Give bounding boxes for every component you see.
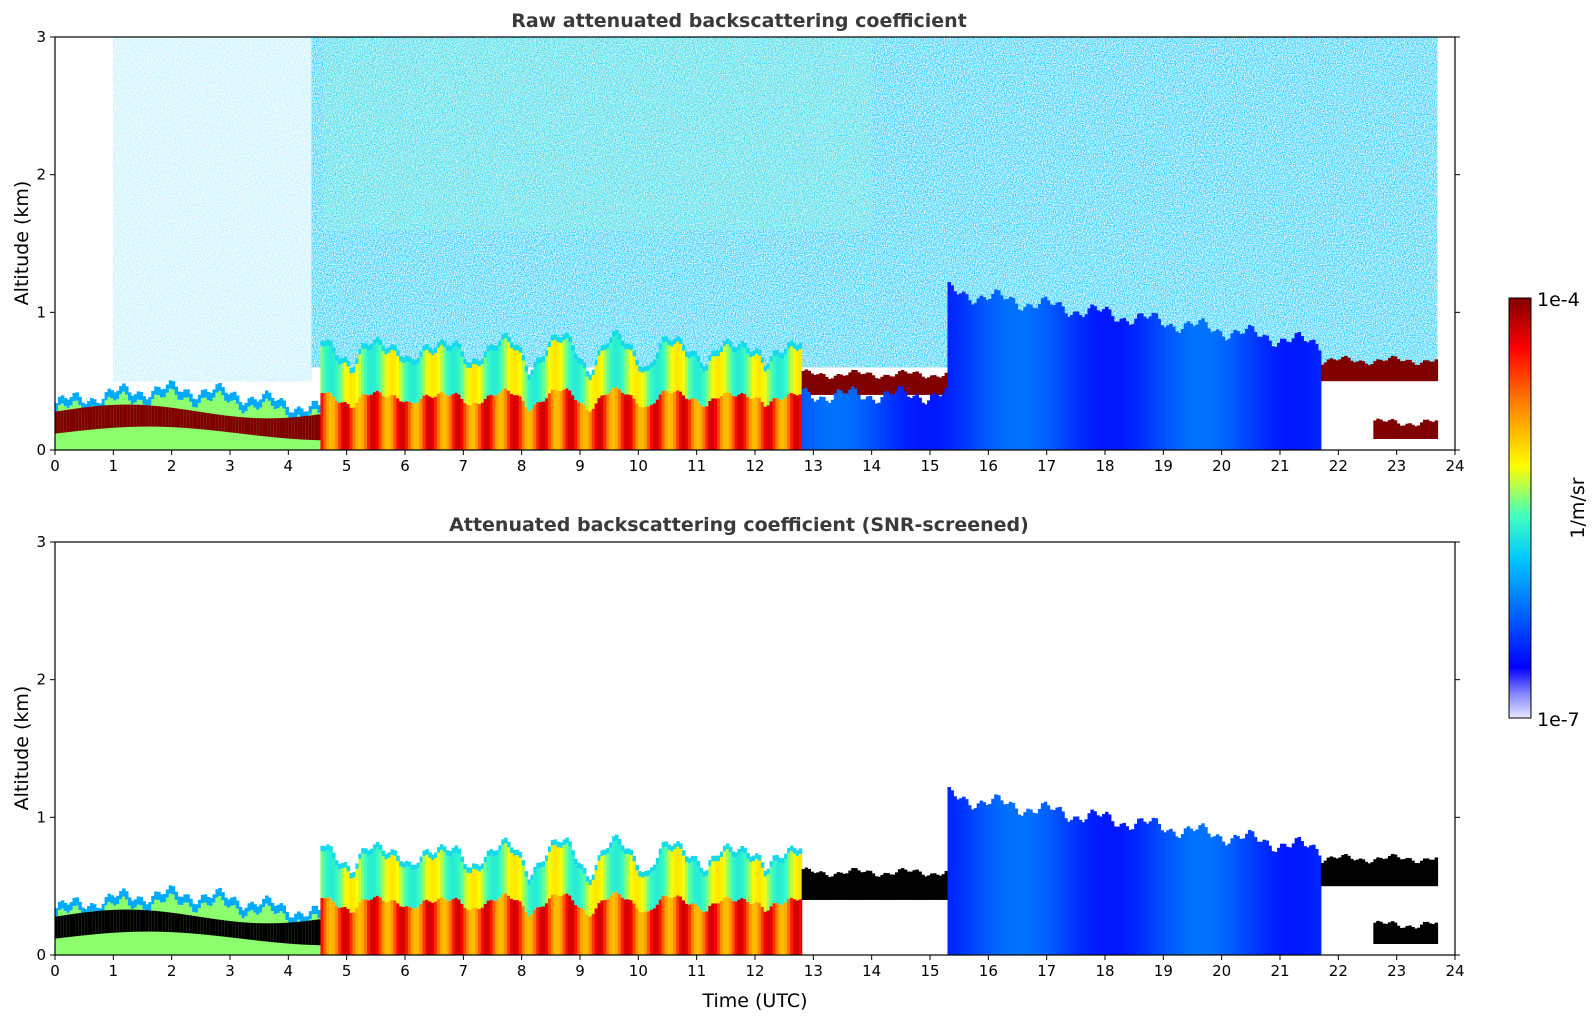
panel2-ylabel: Altitude (km)	[11, 686, 33, 811]
x-tick-label: 21	[1270, 962, 1289, 980]
x-tick-label: 12	[745, 457, 764, 475]
x-tick-label: 14	[862, 962, 881, 980]
panel1-y-ticks: 0 1 2 3	[36, 28, 1460, 459]
x-tick-label: 6	[400, 962, 410, 980]
raw-noise-field-early	[113, 37, 312, 382]
x-tick-label: 18	[1095, 457, 1114, 475]
x-tick-label: 23	[1387, 457, 1406, 475]
x-tick-label: 13	[804, 457, 823, 475]
raw-noise-field-upper	[323, 37, 872, 230]
x-tick-label: 10	[629, 457, 648, 475]
panel2-y-ticks: 0 1 2 3	[36, 533, 1460, 964]
colorbar-gradient	[1508, 297, 1532, 719]
x-tick-label: 18	[1095, 962, 1114, 980]
colorbar-min-label: 1e-7	[1537, 709, 1580, 731]
x-tick-label: 9	[575, 962, 585, 980]
x-tick-label: 9	[575, 457, 585, 475]
x-tick-label: 15	[920, 457, 939, 475]
x-tick-label: 24	[1445, 457, 1464, 475]
x-tick-label: 15	[920, 962, 939, 980]
x-tick-label: 5	[342, 457, 352, 475]
x-tick-label: 7	[459, 457, 469, 475]
x-tick-label: 17	[1037, 962, 1056, 980]
panel1-x-ticks: 0 1 2 3 4 5 6 7 8 9 10 11 12 13 14 15 16 17 18 19 20 21 22 23 24	[50, 450, 1465, 475]
x-tick-label: 5	[342, 962, 352, 980]
x-tick-label: 1	[109, 962, 119, 980]
x-tick-label: 16	[979, 457, 998, 475]
raw-backscatter-panel: Raw attenuated backscattering coefficien…	[11, 10, 1465, 475]
y-tick-label: 1	[36, 303, 46, 321]
x-tick-label: 16	[979, 962, 998, 980]
x-tick-label: 8	[517, 457, 527, 475]
x-tick-label: 21	[1270, 457, 1289, 475]
x-tick-label: 17	[1037, 457, 1056, 475]
panel1-ylabel: Altitude (km)	[11, 181, 33, 306]
x-tick-label: 20	[1212, 457, 1231, 475]
x-tick-label: 8	[517, 962, 527, 980]
x-tick-label: 13	[804, 962, 823, 980]
x-tick-label: 11	[687, 962, 706, 980]
panel2-title: Attenuated backscattering coefficient (S…	[449, 514, 1029, 536]
panel2-x-ticks: 0 1 2 3 4 5 6 7 8 9 10 11 12 13 14 15 16 17 18 19 20 21 22 23 24	[50, 955, 1465, 980]
x-tick-label: 10	[629, 962, 648, 980]
panel1-title: Raw attenuated backscattering coefficien…	[511, 10, 967, 32]
x-tick-label: 3	[225, 962, 235, 980]
x-tick-label: 4	[284, 457, 294, 475]
colorbar-max-label: 1e-4	[1537, 289, 1580, 311]
panel2-xlabel: Time (UTC)	[701, 990, 807, 1012]
x-tick-label: 12	[745, 962, 764, 980]
x-tick-label: 14	[862, 457, 881, 475]
x-tick-label: 3	[225, 457, 235, 475]
x-tick-label: 2	[167, 457, 177, 475]
x-tick-label: 2	[167, 962, 177, 980]
x-tick-label: 22	[1329, 457, 1348, 475]
x-tick-label: 22	[1329, 962, 1348, 980]
x-tick-label: 19	[1154, 457, 1173, 475]
x-tick-label: 4	[284, 962, 294, 980]
y-tick-label: 3	[36, 533, 46, 551]
x-tick-label: 7	[459, 962, 469, 980]
x-tick-label: 1	[109, 457, 119, 475]
x-tick-label: 0	[50, 962, 60, 980]
panel1-heatmap	[55, 37, 1439, 450]
x-tick-label: 23	[1387, 962, 1406, 980]
y-tick-label: 2	[36, 671, 46, 689]
y-tick-label: 0	[36, 946, 46, 964]
y-tick-label: 2	[36, 166, 46, 184]
panel2-heatmap	[55, 787, 1439, 955]
y-tick-label: 3	[36, 28, 46, 46]
colorbar-unit-label: 1/m/sr	[1567, 477, 1589, 538]
snr-screened-panel: Attenuated backscattering coefficient (S…	[11, 514, 1465, 1012]
x-tick-label: 6	[400, 457, 410, 475]
colorbar: 1e-4 1e-7 1/m/sr	[1508, 289, 1589, 731]
y-tick-label: 0	[36, 441, 46, 459]
x-tick-label: 24	[1445, 962, 1464, 980]
x-tick-label: 0	[50, 457, 60, 475]
y-tick-label: 1	[36, 808, 46, 826]
x-tick-label: 19	[1154, 962, 1173, 980]
x-tick-label: 11	[687, 457, 706, 475]
x-tick-label: 20	[1212, 962, 1231, 980]
